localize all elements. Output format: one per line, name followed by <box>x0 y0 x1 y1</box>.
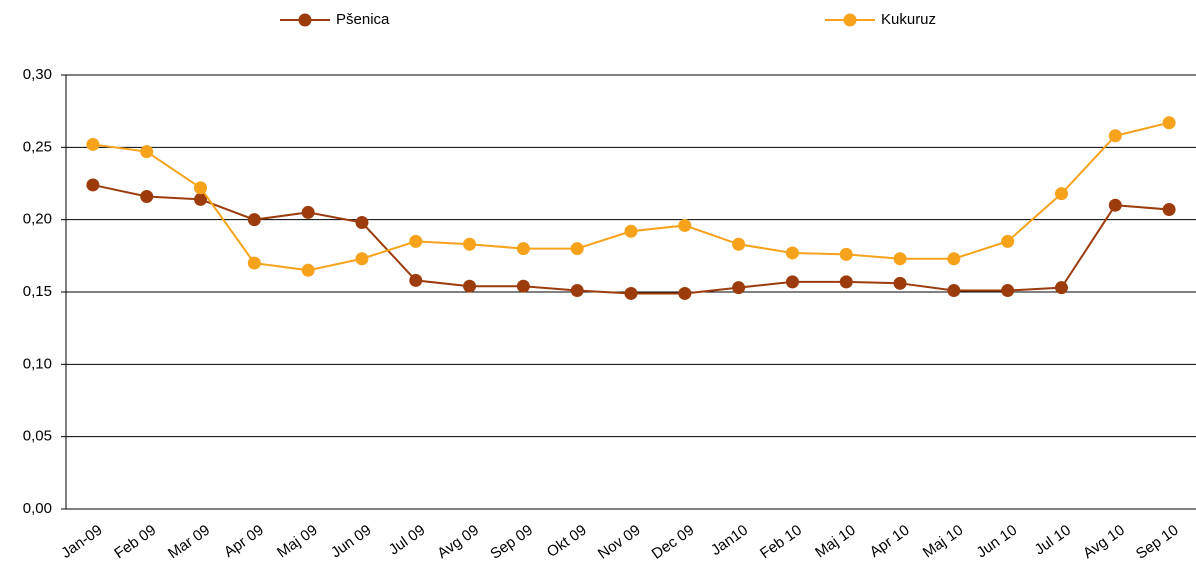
data-point <box>947 252 961 266</box>
data-point <box>409 234 423 248</box>
data-point <box>463 237 477 251</box>
data-point <box>247 213 261 227</box>
data-point <box>678 218 692 232</box>
data-point <box>1001 284 1015 298</box>
y-tick-label: 0,05 <box>23 428 52 445</box>
data-point <box>893 252 907 266</box>
data-point <box>86 137 100 151</box>
x-tick-label: Sep 10 <box>1133 522 1182 563</box>
x-tick-label: Nov 09 <box>595 522 644 563</box>
legend-label: Pšenica <box>336 11 390 28</box>
y-tick-label: 0,00 <box>23 500 52 517</box>
data-point <box>86 178 100 192</box>
x-tick-label: Okt 09 <box>544 522 590 561</box>
data-point <box>1001 234 1015 248</box>
data-point <box>1162 203 1176 217</box>
data-point <box>678 286 692 300</box>
data-point <box>247 256 261 270</box>
data-point <box>355 252 369 266</box>
data-point <box>839 247 853 261</box>
data-point <box>140 145 154 159</box>
x-tick-label: Jan-09 <box>58 522 105 562</box>
data-point <box>301 263 315 277</box>
data-point <box>194 181 208 195</box>
y-tick-label: 0,20 <box>23 211 52 228</box>
data-point <box>1054 281 1068 295</box>
data-point <box>140 190 154 204</box>
data-point <box>409 273 423 287</box>
data-point <box>516 242 530 256</box>
legend-marker <box>843 13 857 27</box>
x-tick-label: Dec 09 <box>649 522 698 563</box>
x-tick-label: Avg 10 <box>1080 522 1128 563</box>
x-tick-label: Maj 10 <box>812 522 859 562</box>
x-tick-label: Maj 09 <box>274 522 321 562</box>
data-point <box>947 284 961 298</box>
data-point <box>516 279 530 293</box>
data-point <box>893 276 907 290</box>
legend-marker <box>298 13 312 27</box>
data-point <box>1108 129 1122 143</box>
series-line <box>92 121 1170 272</box>
x-tick-label: Apr 09 <box>221 522 267 561</box>
data-point <box>732 281 746 295</box>
data-point <box>355 216 369 230</box>
x-tick-label: Sep 09 <box>487 522 536 563</box>
data-point <box>463 279 477 293</box>
data-point <box>785 246 799 260</box>
y-tick-label: 0,15 <box>23 283 52 300</box>
data-point <box>1054 187 1068 201</box>
x-tick-label: Mar 09 <box>165 522 213 563</box>
data-point <box>570 242 584 256</box>
x-tick-label: Feb 09 <box>111 522 159 563</box>
data-point <box>1108 198 1122 212</box>
data-point <box>839 275 853 289</box>
x-tick-label: Apr 10 <box>867 522 913 561</box>
legend-label: Kukuruz <box>881 11 936 28</box>
data-point <box>570 284 584 298</box>
x-tick-label: Jul 10 <box>1032 522 1075 559</box>
data-point <box>785 275 799 289</box>
data-point <box>624 224 638 238</box>
data-point <box>732 237 746 251</box>
x-tick-label: Avg 09 <box>434 522 482 563</box>
x-tick-label: Jan10 <box>708 522 751 559</box>
data-point <box>624 286 638 300</box>
x-tick-label: Jun 10 <box>974 522 1021 562</box>
data-point <box>301 205 315 219</box>
x-tick-label: Maj 10 <box>920 522 967 562</box>
x-tick-label: Jun 09 <box>328 522 375 562</box>
x-tick-label: Feb 10 <box>757 522 805 563</box>
y-tick-label: 0,30 <box>23 66 52 83</box>
data-point <box>194 192 208 206</box>
y-tick-label: 0,10 <box>23 355 52 372</box>
y-tick-label: 0,25 <box>23 138 52 155</box>
data-point <box>1162 116 1176 130</box>
x-tick-label: Jul 09 <box>386 522 429 559</box>
